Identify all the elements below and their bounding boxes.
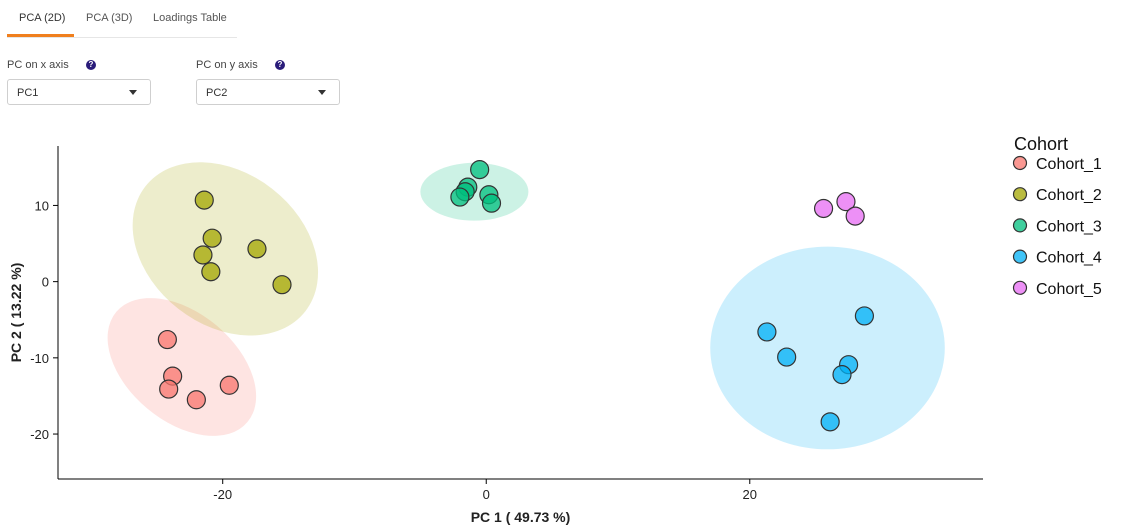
data-point-cohort_4 (820, 412, 840, 432)
y-axis-title: PC 2 ( 13.22 %) (8, 263, 24, 363)
chevron-down-icon (318, 90, 326, 95)
data-point-cohort_1 (219, 375, 239, 395)
legend-label-cohort_4: Cohort_4 (1036, 250, 1102, 267)
data-point-cohort_3 (481, 193, 502, 213)
y-tick-label: -10 (30, 351, 49, 366)
x-tick-label: 20 (743, 487, 757, 502)
x-tick-label: -20 (213, 487, 232, 502)
data-point-cohort_4 (757, 322, 777, 342)
data-point-cohort_3 (470, 160, 490, 180)
tab-pca-2d[interactable]: PCA (2D) (19, 12, 66, 24)
active-tab-indicator (7, 34, 74, 37)
legend-title: Cohort (1014, 134, 1068, 154)
data-point-cohort_5 (813, 198, 834, 219)
data-point-cohort_1 (186, 390, 206, 410)
y-tick-label: 10 (35, 198, 49, 213)
data-point-cohort_5 (845, 206, 865, 226)
data-point-cohort_2 (201, 262, 221, 282)
tab-loadings-table[interactable]: Loadings Table (153, 12, 227, 24)
cluster-ellipse-cohort_1 (107, 298, 257, 436)
legend-label-cohort_2: Cohort_2 (1036, 187, 1102, 204)
chevron-down-icon (129, 90, 137, 95)
data-point-cohort_3 (450, 187, 470, 207)
legend-label-cohort_5: Cohort_5 (1036, 281, 1102, 298)
x-axis-select[interactable]: PC1 (7, 79, 151, 105)
legend-swatch-cohort_1 (1012, 155, 1028, 171)
data-point-cohort_5 (836, 192, 856, 212)
legend-swatch-cohort_3 (1012, 218, 1028, 233)
y-axis-select-value: PC2 (206, 87, 228, 99)
data-point-cohort_1 (157, 329, 177, 350)
x-tick-label: 0 (483, 487, 490, 502)
data-point-cohort_2 (202, 228, 222, 248)
y-tick-label: -20 (30, 427, 49, 442)
x-axis-select-value: PC1 (17, 87, 39, 99)
legend-label-cohort_1: Cohort_1 (1036, 156, 1102, 173)
x-axis-help-icon[interactable]: ? (86, 60, 96, 70)
legend-swatch-cohort_2 (1012, 187, 1028, 202)
data-point-cohort_2 (272, 275, 292, 295)
y-axis-select[interactable]: PC2 (196, 79, 340, 105)
legend-swatch-cohort_5 (1012, 280, 1028, 295)
y-tick-label: 0 (42, 275, 49, 290)
data-point-cohort_4 (832, 365, 852, 385)
x-axis-title: PC 1 ( 49.73 %) (471, 509, 571, 525)
tab-bar: PCA (2D) PCA (3D) Loadings Table (7, 0, 237, 38)
y-axis-select-label: PC on y axis (196, 59, 258, 71)
data-point-cohort_4 (777, 347, 797, 367)
legend-label-cohort_3: Cohort_3 (1036, 218, 1102, 235)
tab-pca-3d[interactable]: PCA (3D) (86, 12, 133, 24)
y-axis-help-icon[interactable]: ? (275, 60, 285, 70)
data-point-cohort_2 (247, 239, 267, 259)
legend-swatch-cohort_4 (1012, 249, 1028, 264)
data-point-cohort_4 (854, 306, 875, 326)
data-point-cohort_1 (159, 379, 179, 399)
data-point-cohort_2 (193, 245, 213, 265)
cluster-ellipse-cohort_4 (710, 246, 945, 450)
cluster-ellipse-cohort_2 (132, 162, 319, 336)
x-axis-select-label: PC on x axis (7, 59, 69, 71)
data-point-cohort_2 (194, 190, 214, 210)
